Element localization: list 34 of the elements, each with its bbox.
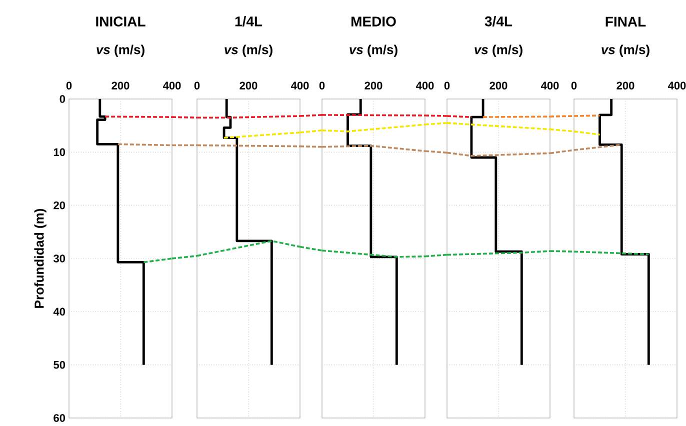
x-tick-label: 400 <box>290 82 309 90</box>
x-tick-label: 0 <box>444 82 450 90</box>
x-axis-title: vs (m/s) <box>224 44 272 57</box>
x-tick-label: 200 <box>364 82 382 90</box>
x-axis-title: vs (m/s) <box>474 44 522 57</box>
x-tick-label: 0 <box>194 82 200 90</box>
x-tick-label: 0 <box>571 82 577 90</box>
x-axis-title: vs (m/s) <box>96 44 144 57</box>
y-tick-label: 20 <box>54 201 66 210</box>
x-tick-label: 400 <box>163 82 181 90</box>
x-tick-label: 200 <box>616 82 634 90</box>
chart-title: 1/4L <box>235 16 262 26</box>
y-axis-title: Profundidad (m) <box>34 208 46 308</box>
x-tick-label: 400 <box>416 82 434 90</box>
x-axis-title: vs (m/s) <box>350 44 398 57</box>
chart-title: MEDIO <box>351 16 396 26</box>
x-tick-label: 200 <box>240 82 258 90</box>
line-series <box>96 98 145 366</box>
y-tick-label: 40 <box>53 308 66 316</box>
y-tick-label: 30 <box>53 254 66 262</box>
y-tick-label: 10 <box>54 148 66 156</box>
y-tick-label: 60 <box>54 414 66 422</box>
x-tick-label: 0 <box>66 82 72 90</box>
x-tick-label: 400 <box>668 82 686 90</box>
x-tick-label: 400 <box>540 82 559 90</box>
chart-title: FINAL <box>606 16 646 26</box>
y-tick-label: 0 <box>60 95 66 103</box>
chart-title: 3/4L <box>484 16 512 26</box>
x-tick-label: 200 <box>112 82 130 90</box>
chart-title: INICIAL <box>96 16 146 26</box>
x-tick-label: 0 <box>319 82 325 90</box>
y-tick-label: 50 <box>54 360 66 369</box>
x-tick-label: 200 <box>490 82 508 90</box>
x-axis-title: vs (m/s) <box>602 44 650 57</box>
